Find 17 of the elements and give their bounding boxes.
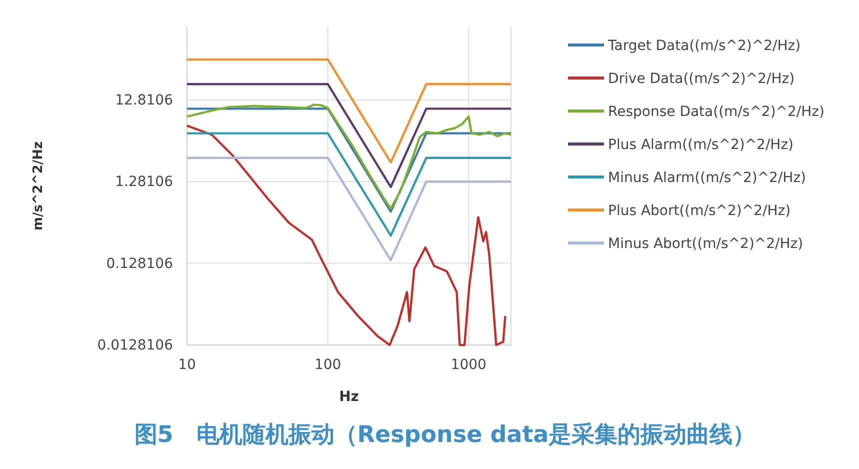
x-tick-label: 10 [178, 356, 196, 373]
y-tick-label: 0.0128106 [97, 337, 174, 354]
legend-label: Minus Alarm((m/s^2)^2/Hz) [608, 170, 806, 186]
legend-label: Plus Alarm((m/s^2)^2/Hz) [608, 137, 794, 153]
text: 图5 电机随机振动（Response data是采集的振动曲线） [134, 422, 756, 448]
legend-label: Target Data((m/s^2)^2/Hz) [607, 38, 801, 54]
y-tick-label: 0.128106 [106, 256, 174, 272]
x-tick-label: 1000 [450, 356, 486, 373]
y-tick-label: 1.28106 [115, 174, 174, 190]
y-tick-label: 12.8106 [115, 92, 174, 108]
legend-label: Drive Data((m/s^2)^2/Hz) [608, 71, 795, 87]
x-tick-label: 100 [314, 356, 342, 373]
legend-label: Minus Abort((m/s^2)^2/Hz) [608, 236, 804, 252]
x-axis-title: Hz [339, 389, 359, 405]
legend-label: Plus Abort((m/s^2)^2/Hz) [608, 203, 791, 219]
y-axis-title: m/s^2^2/Hz [31, 141, 46, 231]
legend-label: Response Data((m/s^2)^2/Hz) [608, 104, 824, 120]
